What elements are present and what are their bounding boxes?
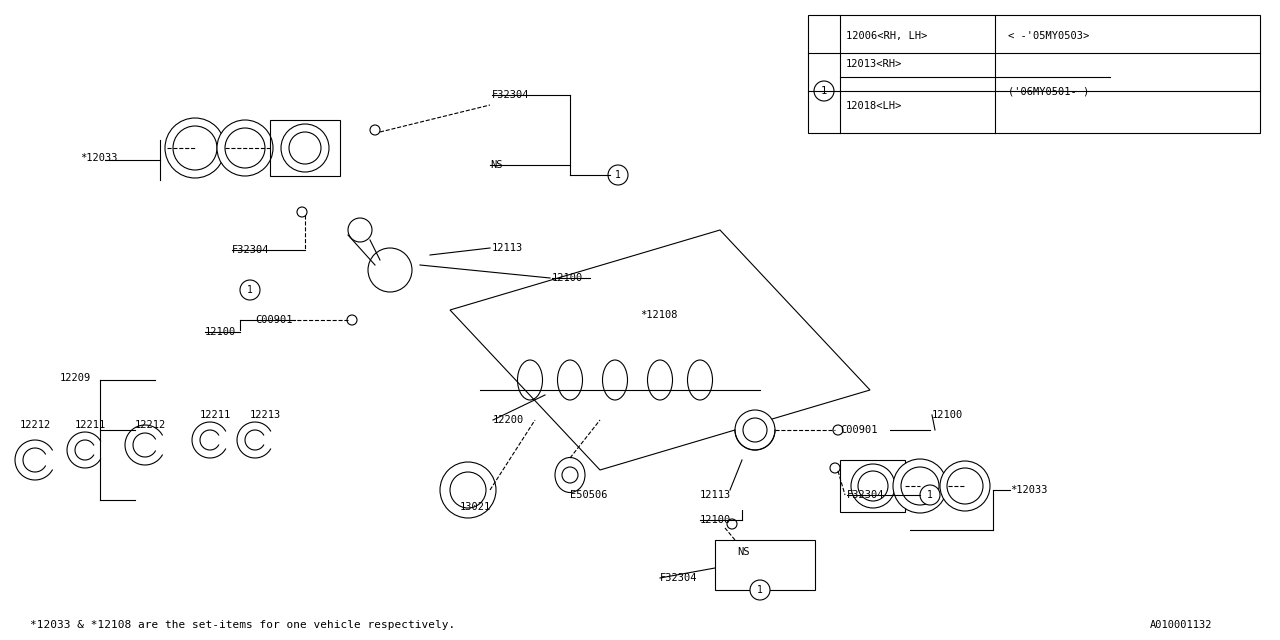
Circle shape [347, 315, 357, 325]
Text: 12100: 12100 [932, 410, 964, 420]
Text: < -'05MY0503>: < -'05MY0503> [1009, 31, 1089, 41]
Circle shape [750, 580, 771, 600]
Circle shape [440, 462, 497, 518]
Text: 1: 1 [820, 86, 827, 96]
Bar [716, 540, 815, 590]
Circle shape [348, 218, 372, 242]
Text: 13021: 13021 [460, 502, 492, 512]
Circle shape [241, 280, 260, 300]
Circle shape [851, 464, 895, 508]
Circle shape [282, 124, 329, 172]
Circle shape [735, 410, 774, 450]
Bar [270, 120, 340, 176]
Circle shape [893, 459, 947, 513]
Text: 12212: 12212 [134, 420, 166, 430]
Circle shape [165, 118, 225, 178]
Circle shape [173, 126, 218, 170]
Circle shape [608, 165, 628, 185]
Text: F32304: F32304 [660, 573, 698, 583]
Circle shape [940, 461, 989, 511]
Text: 12211: 12211 [200, 410, 232, 420]
Circle shape [225, 128, 265, 168]
Text: 1: 1 [756, 585, 763, 595]
Circle shape [901, 467, 940, 505]
Circle shape [562, 467, 579, 483]
Text: 12213: 12213 [250, 410, 282, 420]
Circle shape [370, 125, 380, 135]
Circle shape [297, 207, 307, 217]
Circle shape [742, 418, 767, 442]
Text: *12108: *12108 [640, 310, 677, 320]
Circle shape [920, 485, 940, 505]
Text: NS: NS [490, 160, 503, 170]
Text: 1: 1 [247, 285, 253, 295]
Text: 12211: 12211 [76, 420, 106, 430]
Circle shape [451, 472, 486, 508]
Text: *12033 & *12108 are the set-items for one vehicle respectively.: *12033 & *12108 are the set-items for on… [29, 620, 456, 630]
Text: *12033: *12033 [81, 153, 118, 163]
Text: 12100: 12100 [552, 273, 584, 283]
Text: 1: 1 [927, 490, 933, 500]
Text: 12212: 12212 [20, 420, 51, 430]
Text: C00901: C00901 [840, 425, 878, 435]
Text: C00901: C00901 [255, 315, 293, 325]
Circle shape [727, 519, 737, 529]
Text: *12033: *12033 [1010, 485, 1047, 495]
Text: 1: 1 [616, 170, 621, 180]
Text: F32304: F32304 [232, 245, 270, 255]
Text: 12113: 12113 [492, 243, 524, 253]
Circle shape [814, 81, 835, 101]
Text: 12100: 12100 [205, 327, 237, 337]
Text: NS: NS [737, 547, 750, 557]
Circle shape [833, 425, 844, 435]
Text: 12006<RH, LH>: 12006<RH, LH> [846, 31, 927, 41]
Circle shape [947, 468, 983, 504]
Text: 12018<LH>: 12018<LH> [846, 101, 902, 111]
Text: 12209: 12209 [60, 373, 91, 383]
Text: 12200: 12200 [493, 415, 525, 425]
Text: ('06MY0501- ): ('06MY0501- ) [1009, 86, 1089, 96]
Text: F32304: F32304 [847, 490, 884, 500]
Circle shape [369, 248, 412, 292]
Circle shape [858, 471, 888, 501]
Text: 12013<RH>: 12013<RH> [846, 59, 902, 69]
Text: A010001132: A010001132 [1149, 620, 1212, 630]
Text: E50506: E50506 [570, 490, 608, 500]
Text: 12113: 12113 [700, 490, 731, 500]
Circle shape [289, 132, 321, 164]
Circle shape [218, 120, 273, 176]
Circle shape [829, 463, 840, 473]
Text: F32304: F32304 [492, 90, 530, 100]
Bar [840, 460, 905, 512]
Text: 12100: 12100 [700, 515, 731, 525]
Bar [808, 15, 1260, 133]
